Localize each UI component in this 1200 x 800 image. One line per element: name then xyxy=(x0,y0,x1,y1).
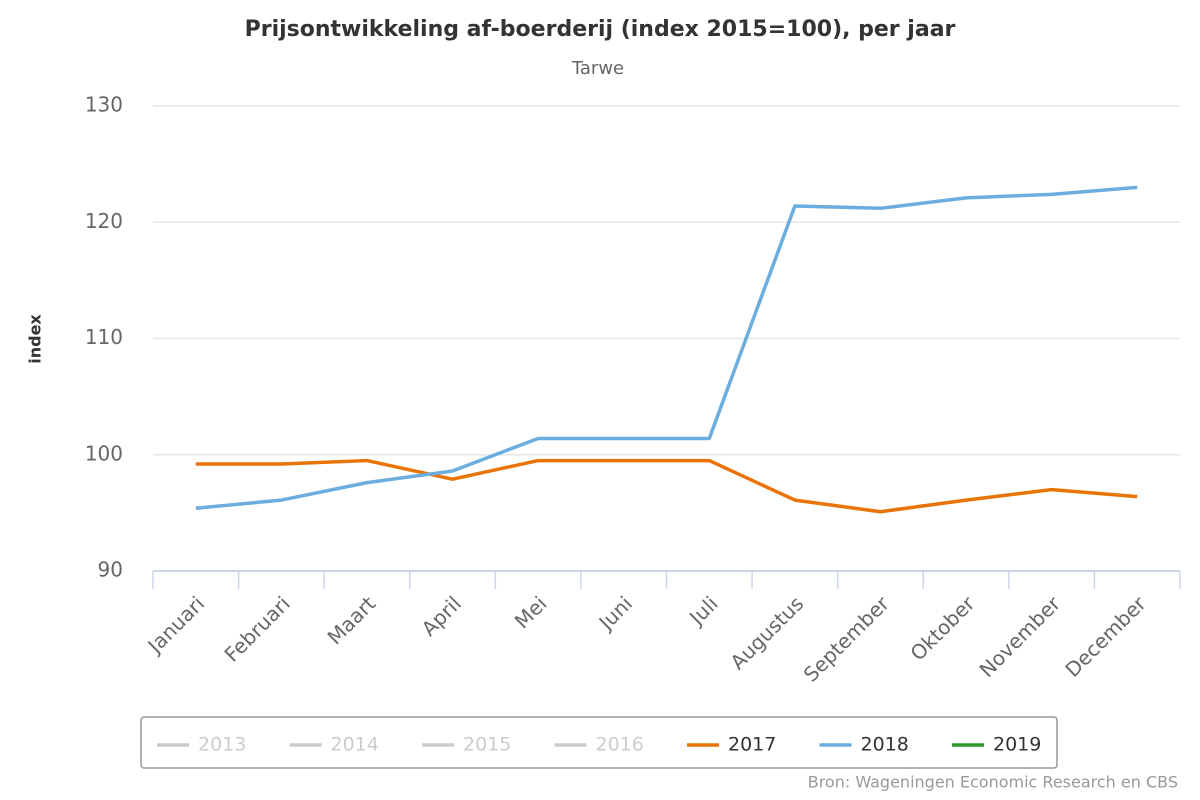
legend-label: 2016 xyxy=(596,734,644,756)
x-tick-label: November xyxy=(975,591,1066,682)
x-tick-label: September xyxy=(799,591,895,687)
source: Bron: Wageningen Economic Research en CB… xyxy=(808,773,1178,792)
legend-label: 2018 xyxy=(861,734,909,756)
legend-label: 2017 xyxy=(728,734,776,756)
chart-title: Prijsontwikkeling af-boerderij (index 20… xyxy=(245,17,956,42)
legend-box xyxy=(140,716,1058,769)
x-tick-label: April xyxy=(417,591,466,640)
legend-label: 2014 xyxy=(331,734,379,756)
y-tick-label: 130 xyxy=(85,93,123,117)
x-tick-label: Juli xyxy=(683,591,722,630)
x-tick-label: Januari xyxy=(142,591,210,659)
x-tick-label: Augustus xyxy=(726,591,809,674)
legend-label: 2013 xyxy=(198,734,246,756)
y-tick-label: 90 xyxy=(98,558,123,582)
x-tick-label: Mei xyxy=(510,591,552,633)
chart-subtitle: Tarwe xyxy=(571,58,624,79)
series-line xyxy=(195,458,1138,514)
y-axis-label: index xyxy=(26,314,45,364)
x-tick-label: Maart xyxy=(323,591,381,649)
legend-label: 2015 xyxy=(463,734,511,756)
x-tick-label: December xyxy=(1060,591,1151,682)
x-tick-label: Oktober xyxy=(905,591,980,666)
y-tick-label: 120 xyxy=(85,209,123,233)
x-tick-label: Februari xyxy=(220,591,295,666)
y-tick-label: 110 xyxy=(85,325,123,349)
x-tick-label: Juni xyxy=(593,591,637,635)
series-line xyxy=(195,185,1138,510)
y-tick-label: 100 xyxy=(85,441,123,465)
legend-label: 2019 xyxy=(993,734,1041,756)
